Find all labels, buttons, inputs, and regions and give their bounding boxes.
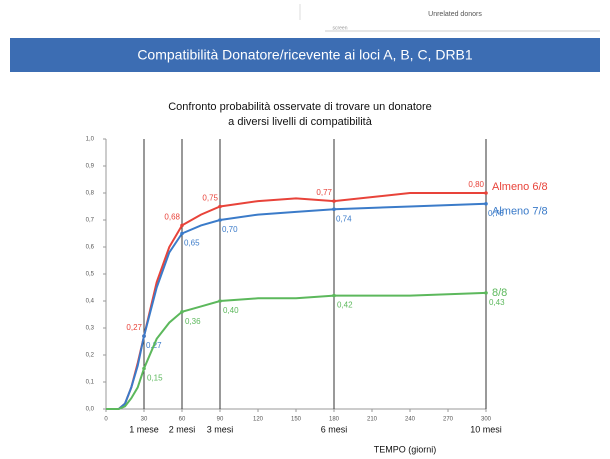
reference-label: 1 mese	[129, 424, 159, 434]
data-point	[218, 218, 222, 222]
chart-title: Confronto probabilità osservate di trova…	[168, 101, 432, 113]
legend-label: 8/8	[492, 287, 507, 299]
banner-title: Compatibilità Donatore/ricevente ai loci…	[137, 47, 473, 63]
x-tick-label: 30	[141, 417, 148, 423]
legend-label: Almeno 7/8	[492, 206, 548, 218]
data-label: 0,80	[468, 180, 484, 189]
x-tick-label: 120	[253, 417, 264, 423]
header-small: screen	[332, 25, 347, 31]
data-label: 0,15	[147, 374, 163, 383]
data-point	[332, 207, 336, 211]
data-point	[218, 299, 222, 303]
data-label: 0,77	[316, 188, 332, 197]
x-axis-label: TEMPO (giorni)	[374, 444, 437, 454]
y-tick-label: 0,7	[86, 218, 95, 224]
x-tick-label: 150	[291, 417, 302, 423]
data-label: 0,70	[222, 225, 238, 234]
x-tick-label: 300	[481, 417, 492, 423]
data-label: 0,76	[488, 209, 504, 218]
data-point	[142, 366, 146, 371]
series-line	[106, 291, 487, 410]
x-tick-label: 210	[367, 417, 378, 423]
x-tick-label: 60	[179, 417, 186, 423]
y-tick-label: 0,9	[86, 164, 95, 170]
reference-label: 6 mesi	[321, 424, 348, 434]
data-point	[180, 223, 184, 228]
data-point	[484, 291, 488, 295]
data-label: 0,36	[185, 317, 201, 326]
data-label: 0,65	[184, 239, 200, 248]
data-label: 0,42	[337, 301, 353, 310]
y-tick-label: 0,1	[86, 380, 95, 386]
data-point	[332, 199, 336, 203]
data-label: 0,43	[489, 298, 505, 307]
data-label: 0,68	[164, 213, 180, 222]
y-tick-label: 0,4	[86, 299, 95, 305]
y-tick-label: 0,5	[86, 272, 95, 278]
data-point	[218, 204, 222, 209]
data-label: 0,75	[202, 194, 218, 203]
y-tick-label: 0,3	[86, 326, 95, 332]
y-tick-label: 0,6	[86, 245, 95, 251]
y-tick-label: 1,0	[86, 137, 95, 143]
data-point	[484, 191, 488, 195]
chart-title: a diversi livelli di compatibilità	[228, 116, 373, 128]
series-line	[106, 192, 486, 410]
data-point	[142, 334, 146, 338]
y-tick-label: 0,0	[86, 407, 95, 413]
x-tick-label: 240	[405, 417, 416, 423]
header-note: Unrelated donors	[428, 11, 482, 18]
data-label: 0,27	[126, 323, 142, 332]
data-label: 0,40	[223, 306, 239, 315]
reference-label: 3 mesi	[207, 424, 234, 434]
x-tick-label: 90	[217, 417, 224, 423]
y-tick-label: 0,8	[86, 191, 95, 197]
series-line	[106, 202, 487, 410]
banner	[10, 38, 600, 72]
x-tick-label: 270	[443, 417, 454, 423]
reference-label: 2 mesi	[169, 424, 196, 434]
x-tick-label: 180	[329, 417, 340, 423]
y-tick-label: 0,2	[86, 353, 95, 359]
reference-label: 10 mesi	[470, 424, 502, 434]
legend-label: Almeno 6/8	[492, 181, 548, 193]
x-tick-label: 0	[104, 417, 108, 423]
data-point	[180, 231, 184, 236]
data-label: 0,74	[336, 214, 352, 223]
data-point	[332, 293, 336, 298]
data-point	[484, 202, 488, 206]
data-point	[180, 310, 184, 314]
